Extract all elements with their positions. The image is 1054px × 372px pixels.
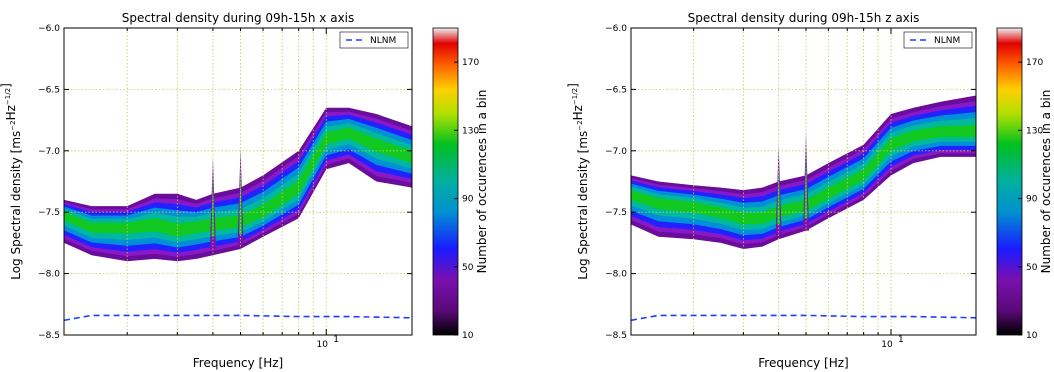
colorbar-tick-label: 170 — [1026, 58, 1043, 68]
y-tick-label: −7.0 — [605, 147, 627, 157]
grid — [64, 28, 412, 335]
colorbar — [996, 27, 1023, 336]
y-tick-label: −8.0 — [38, 270, 60, 280]
y-label-superscript: −2 — [9, 120, 17, 130]
panel-x-axis: −6.0 −6.5 −7.0 −7.5 −8.0 −8.5 10 1 Spectral dens… — [0, 11, 489, 370]
colorbar-tick-label: 90 — [1026, 195, 1038, 205]
x-axis-label: Frequency [Hz] — [758, 356, 849, 370]
grid — [631, 28, 976, 335]
x-axis-label: Frequency [Hz] — [193, 356, 284, 370]
legend-label: NLNM — [370, 36, 396, 46]
y-label-superscript: −2 — [576, 120, 584, 130]
plot-frame — [63, 27, 413, 336]
y-tick-label: −6.5 — [38, 85, 60, 95]
density-layer — [64, 127, 412, 237]
y-label-part: ] — [566, 83, 580, 88]
nlnm-line — [631, 314, 976, 322]
y-label-part: Log Spectral density [ms — [9, 131, 23, 280]
colorbar-tick-label: 170 — [462, 58, 479, 68]
nlnm-line — [64, 314, 412, 322]
density-layer — [631, 125, 976, 225]
panel-z-axis: −6.0 −6.5 −7.0 −7.5 −8.0 −8.5 10 1 Spectral dens… — [566, 11, 1053, 370]
plot-content — [64, 28, 412, 335]
y-label-part: Hz — [4, 105, 18, 120]
y-axis-label: Log Spectral density [ms−2Hz−1/2] — [0, 83, 23, 280]
y-label-part: Log Spectral density [ms — [576, 131, 590, 280]
y-tick-label: −6.0 — [605, 24, 627, 34]
y-tick-label: −7.0 — [38, 147, 60, 157]
colorbar — [432, 27, 459, 336]
plot-frame — [630, 27, 977, 336]
spectral-peak-core — [804, 150, 808, 219]
plot-area — [64, 28, 412, 335]
colorbar-tick-label: 10 — [462, 331, 474, 341]
legend-box — [903, 31, 973, 49]
y-tick-label: −7.5 — [38, 208, 60, 218]
plot-content — [631, 28, 976, 335]
colorbar-label: Number of occurences in a bin — [475, 90, 489, 274]
legend-label: NLNM — [934, 36, 960, 46]
y-tick-label: −6.0 — [38, 24, 60, 34]
colorbar-label: Number of occurences in a bin — [1039, 90, 1053, 274]
y-tick-label: −6.5 — [605, 85, 627, 95]
x-tick-exponent: 1 — [333, 335, 339, 345]
y-tick-label: −7.5 — [605, 208, 627, 218]
x-tick-label: 10 — [881, 340, 893, 350]
y-label-superscript: −1/2 — [4, 88, 12, 105]
colorbar-tick-label: 90 — [462, 195, 474, 205]
y-tick-label: −8.5 — [38, 331, 60, 341]
y-label-superscript: −1/2 — [571, 88, 579, 105]
chart-title: Spectral density during 09h-15h z axis — [688, 11, 920, 25]
y-tick-label: −8.0 — [605, 270, 627, 280]
colorbar-tick-label: 130 — [1026, 126, 1043, 136]
colorbar-tick-label: 50 — [1026, 263, 1038, 273]
chart-title: Spectral density during 09h-15h x axis — [122, 11, 355, 25]
y-axis-label: Log Spectral density [ms−2Hz−1/2] — [566, 83, 590, 280]
x-tick-label: 10 — [317, 340, 329, 350]
y-label-part: ] — [0, 83, 13, 88]
y-label-part: Hz — [571, 105, 585, 120]
x-tick-exponent: 1 — [898, 335, 904, 345]
colorbar-tick-label: 50 — [462, 263, 474, 273]
colorbar-tick-label: 130 — [462, 126, 479, 136]
y-tick-label: −8.5 — [605, 331, 627, 341]
legend-box — [339, 31, 409, 49]
colorbar-tick-label: 10 — [1026, 331, 1038, 341]
spectral-peak-core — [211, 175, 215, 237]
